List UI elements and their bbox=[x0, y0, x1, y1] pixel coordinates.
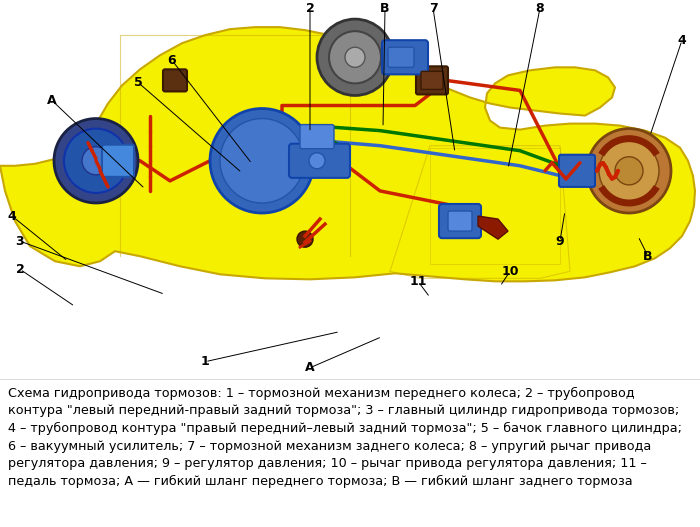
Circle shape bbox=[615, 157, 643, 185]
Text: 1: 1 bbox=[201, 355, 209, 368]
Text: 2: 2 bbox=[15, 263, 24, 276]
FancyBboxPatch shape bbox=[388, 47, 414, 67]
Text: 4: 4 bbox=[8, 210, 16, 222]
Circle shape bbox=[329, 31, 381, 83]
Circle shape bbox=[309, 153, 325, 169]
Circle shape bbox=[54, 119, 138, 203]
Circle shape bbox=[297, 231, 313, 247]
Circle shape bbox=[210, 109, 314, 213]
Text: B: B bbox=[643, 250, 652, 263]
Text: 4: 4 bbox=[678, 34, 687, 47]
Text: 10: 10 bbox=[501, 265, 519, 278]
FancyBboxPatch shape bbox=[448, 211, 472, 231]
FancyBboxPatch shape bbox=[163, 70, 187, 92]
Circle shape bbox=[220, 119, 304, 203]
Circle shape bbox=[587, 129, 671, 213]
Circle shape bbox=[64, 129, 128, 193]
FancyBboxPatch shape bbox=[559, 155, 595, 187]
Text: 7: 7 bbox=[428, 2, 438, 15]
FancyBboxPatch shape bbox=[421, 71, 443, 90]
Text: 5: 5 bbox=[134, 76, 142, 89]
Text: 8: 8 bbox=[536, 2, 545, 15]
Text: B: B bbox=[380, 2, 390, 15]
Text: 11: 11 bbox=[410, 275, 427, 288]
Polygon shape bbox=[0, 27, 695, 281]
FancyBboxPatch shape bbox=[289, 144, 350, 178]
Text: 3: 3 bbox=[15, 235, 24, 248]
Text: 9: 9 bbox=[556, 235, 564, 248]
Text: A: A bbox=[47, 94, 57, 107]
FancyBboxPatch shape bbox=[300, 124, 334, 149]
FancyBboxPatch shape bbox=[416, 66, 448, 94]
Text: Схема гидропривода тормозов: 1 – тормозной механизм переднего колеса; 2 – трубоп: Схема гидропривода тормозов: 1 – тормозн… bbox=[8, 387, 682, 487]
Circle shape bbox=[345, 47, 365, 67]
Text: A: A bbox=[305, 362, 315, 374]
Circle shape bbox=[82, 147, 110, 175]
Circle shape bbox=[599, 141, 659, 201]
Text: 2: 2 bbox=[306, 2, 314, 15]
Polygon shape bbox=[478, 216, 508, 239]
Text: 6: 6 bbox=[168, 54, 176, 67]
Circle shape bbox=[317, 19, 393, 95]
FancyBboxPatch shape bbox=[382, 40, 428, 74]
FancyBboxPatch shape bbox=[102, 145, 134, 177]
FancyBboxPatch shape bbox=[439, 204, 481, 238]
